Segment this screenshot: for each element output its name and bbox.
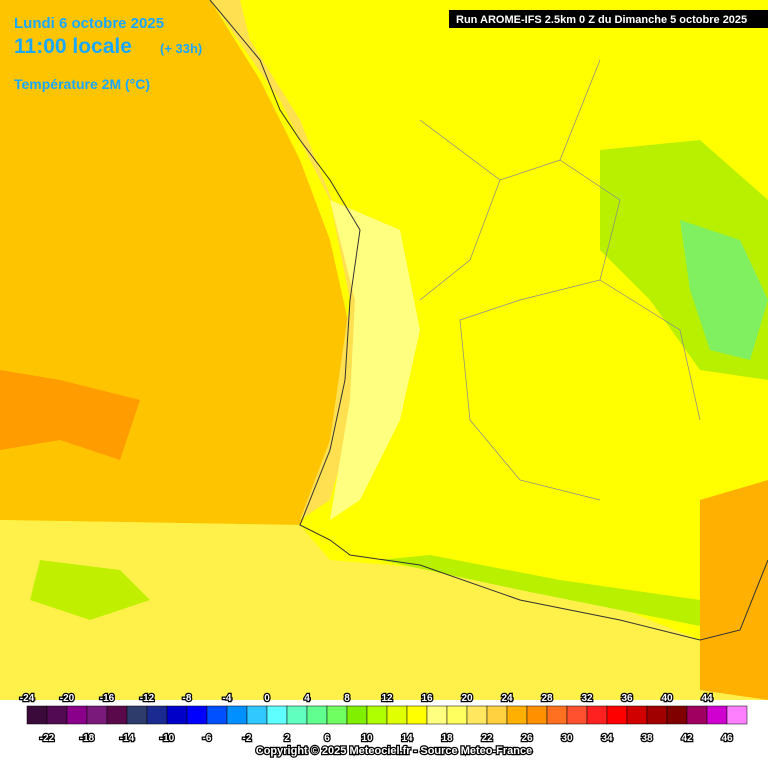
legend-tick-label: -20	[60, 693, 75, 704]
pyrenees-foothills	[0, 520, 768, 700]
color-cell	[526, 705, 548, 725]
legend-tick-label: -12	[140, 693, 155, 704]
color-cell	[106, 705, 128, 725]
coast-band	[210, 0, 370, 520]
legend-tick-label: 4	[304, 693, 310, 704]
color-cell	[226, 705, 248, 725]
color-cell	[386, 705, 408, 725]
legend-tick-label: 8	[344, 693, 350, 704]
legend-tick-label: 32	[581, 693, 593, 704]
coastline	[209, 0, 768, 641]
color-cell	[246, 705, 268, 725]
legend-tick-label: 38	[641, 733, 653, 744]
legend-tick-label: 10	[361, 733, 373, 744]
color-cell	[466, 705, 488, 725]
legend-tick-label: 44	[701, 693, 713, 704]
spain-green	[30, 560, 150, 620]
color-cell	[666, 705, 688, 725]
color-cell	[266, 705, 288, 725]
legend-tick-label: -10	[160, 733, 175, 744]
color-cell	[626, 705, 648, 725]
color-cell	[506, 705, 528, 725]
legend-tick-label: 34	[601, 733, 613, 744]
color-cell	[306, 705, 328, 725]
legend-tick-label: -6	[203, 733, 212, 744]
color-cell	[446, 705, 468, 725]
legend-tick-label: 46	[721, 733, 733, 744]
legend-tick-label: 28	[541, 693, 553, 704]
legend-tick-label: 40	[661, 693, 673, 704]
color-cell	[346, 705, 368, 725]
legend-tick-label: -18	[80, 733, 95, 744]
legend-tick-label: 42	[681, 733, 693, 744]
massif-high	[680, 220, 768, 360]
legend-tick-label: -14	[120, 733, 135, 744]
legend-tick-label: 24	[501, 693, 513, 704]
color-cell	[206, 705, 228, 725]
legend-tick-label: 18	[441, 733, 453, 744]
legend-tick-label: 20	[461, 693, 473, 704]
color-cell	[46, 705, 68, 725]
color-cell	[166, 705, 188, 725]
color-cell	[146, 705, 168, 725]
color-cell	[186, 705, 208, 725]
colorbar: -24-22-20-18-16-14-12-10-8-6-4-202468101…	[19, 692, 748, 745]
legend-tick-label: -24	[20, 693, 35, 704]
color-cell	[646, 705, 668, 725]
borders	[419, 59, 701, 501]
warm-ocean	[0, 370, 140, 460]
legend-tick-label: -16	[100, 693, 115, 704]
color-cell	[406, 705, 428, 725]
run-banner	[449, 10, 768, 28]
color-cell	[606, 705, 628, 725]
legend-tick-label: 30	[561, 733, 573, 744]
legend-tick-label: 16	[421, 693, 433, 704]
legend-tick-label: -4	[223, 693, 232, 704]
legend-tick-label: 2	[284, 733, 290, 744]
color-cell	[426, 705, 448, 725]
legend-tick-label: -2	[243, 733, 252, 744]
color-cell	[326, 705, 348, 725]
color-cell	[86, 705, 108, 725]
legend-tick-label: -8	[183, 693, 192, 704]
color-cell	[706, 705, 728, 725]
color-cell	[566, 705, 588, 725]
legend-tick-label: 14	[401, 733, 413, 744]
copyright: Copyright © 2025 Meteociel.fr - Source M…	[256, 745, 532, 757]
pyrenees-green	[380, 555, 720, 630]
color-cell	[686, 705, 708, 725]
color-cell	[26, 705, 48, 725]
color-cell	[726, 705, 748, 725]
color-cell	[286, 705, 308, 725]
run-info: Run AROME-IFS 2.5km 0 Z du Dimanche 5 oc…	[456, 14, 747, 26]
legend-tick-label: -22	[40, 733, 55, 744]
legend-tick-label: 0	[264, 693, 270, 704]
legend-tick-label: 22	[481, 733, 493, 744]
color-cell	[486, 705, 508, 725]
legend-tick-label: 12	[381, 693, 393, 704]
color-cell	[586, 705, 608, 725]
lead-time: (+ 33h)	[160, 41, 202, 56]
color-cell	[366, 705, 388, 725]
color-cell	[126, 705, 148, 725]
legend-tick-label: 6	[324, 733, 330, 744]
variable-title: Température 2M (°C)	[14, 76, 150, 92]
legend-tick-label: 26	[521, 733, 533, 744]
legend-tick-label: 36	[621, 693, 633, 704]
mediterranean	[700, 480, 768, 700]
color-cell	[66, 705, 88, 725]
date: Lundi 6 octobre 2025	[14, 15, 164, 32]
time: 11:00 locale	[14, 35, 132, 58]
color-cell	[546, 705, 568, 725]
